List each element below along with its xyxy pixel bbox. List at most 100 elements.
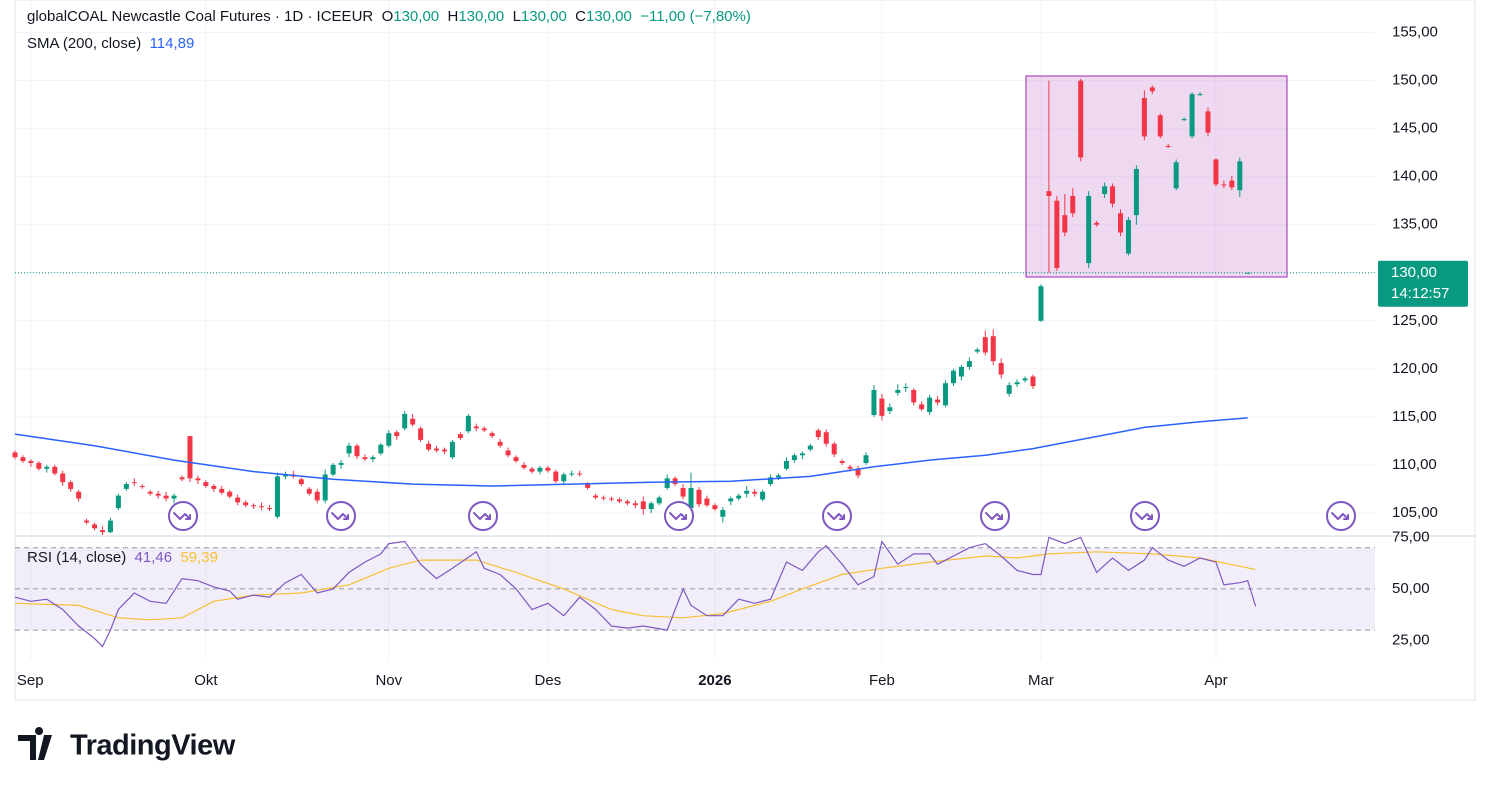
- rsi-ma-line: [14, 551, 1256, 621]
- candle-body: [1181, 119, 1187, 121]
- candle-body: [52, 466, 58, 474]
- candle-body: [1141, 97, 1147, 137]
- candle-body: [927, 397, 933, 413]
- candle-body: [561, 474, 567, 482]
- candle-body: [370, 457, 376, 460]
- candle-body: [505, 450, 511, 456]
- logo: TradingView: [18, 727, 236, 762]
- candle-body: [251, 505, 257, 507]
- y-tick-label: 155,00: [1392, 24, 1438, 41]
- event-icon[interactable]: [664, 501, 694, 531]
- rsi-ma-value: 59,39: [180, 549, 218, 566]
- candle-body: [155, 493, 161, 496]
- candle-body: [990, 336, 996, 362]
- candle-body: [123, 484, 129, 489]
- candle-body: [1070, 195, 1076, 214]
- candle-body: [601, 497, 607, 499]
- candle-body: [887, 407, 893, 412]
- y-tick-label: 105,00: [1392, 504, 1438, 521]
- candle-body: [1189, 94, 1195, 137]
- candle-body: [871, 389, 877, 415]
- x-tick-label: Nov: [375, 672, 402, 689]
- candle-body: [783, 461, 789, 469]
- candle-body: [426, 443, 432, 450]
- candle-body: [1237, 161, 1243, 191]
- candle-body: [473, 426, 479, 429]
- candle-body: [394, 432, 400, 437]
- event-icon[interactable]: [980, 501, 1010, 531]
- candle-body: [1046, 191, 1052, 196]
- sma-value: 114,89: [149, 35, 195, 52]
- candle-body: [44, 466, 50, 469]
- quote-value: 130,00: [585, 8, 632, 25]
- candle-body: [203, 482, 209, 487]
- rsi-tick-label: 50,00: [1392, 580, 1430, 597]
- candle-body: [752, 491, 758, 494]
- y-tick-label: 115,00: [1392, 408, 1437, 425]
- candle-body: [632, 503, 638, 506]
- candle-body: [449, 441, 455, 458]
- candle-body: [1014, 382, 1020, 385]
- candle-body: [84, 520, 90, 523]
- candle-body: [1094, 222, 1100, 225]
- last-price-label: 130,00: [1391, 264, 1437, 281]
- candle-body: [410, 418, 416, 425]
- candle-body: [99, 530, 105, 533]
- rsi-tick-label: 25,00: [1392, 631, 1430, 648]
- change: −11,00: [640, 8, 686, 25]
- event-icon[interactable]: [822, 501, 852, 531]
- candle-body: [235, 497, 241, 503]
- x-tick-label: Okt: [194, 672, 218, 689]
- event-icon[interactable]: [1326, 501, 1356, 531]
- candle-body: [958, 366, 964, 377]
- candle-body: [187, 436, 193, 479]
- candle-body: [911, 389, 917, 403]
- candle-body: [28, 461, 34, 463]
- candle-body: [1205, 111, 1211, 133]
- candle-body: [171, 495, 177, 499]
- title: globalCOAL Newcastle Coal Futures · 1D ·…: [27, 8, 374, 25]
- candle-body: [1197, 94, 1203, 96]
- quote-value: 130,00: [520, 8, 567, 25]
- candle-body: [107, 520, 113, 533]
- candle-body: [274, 476, 280, 517]
- y-tick-label: 125,00: [1392, 312, 1438, 329]
- candle-body: [704, 498, 710, 506]
- candle-body: [330, 464, 336, 475]
- candle-body: [92, 524, 98, 529]
- candle-body: [1030, 376, 1036, 387]
- event-icon[interactable]: [1130, 501, 1160, 531]
- x-tick-label: Apr: [1204, 672, 1227, 689]
- candle-body: [521, 464, 527, 468]
- x-tick-label: Sep: [17, 672, 44, 689]
- quote-value: 130,00: [458, 8, 505, 25]
- candle-body: [386, 433, 392, 446]
- event-icon[interactable]: [326, 501, 356, 531]
- candle-body: [465, 415, 471, 432]
- candle-body: [903, 387, 909, 389]
- rsi-name: RSI (14, close): [27, 549, 127, 566]
- candle-body: [728, 498, 734, 502]
- candle-body: [457, 434, 463, 438]
- candle-body: [147, 491, 153, 494]
- candle-body: [243, 502, 249, 506]
- candle-body: [60, 473, 66, 483]
- candle-body: [553, 471, 559, 482]
- event-icon[interactable]: [168, 501, 198, 531]
- quote-name: C: [575, 8, 586, 25]
- candle-body: [267, 508, 273, 510]
- candle-body: [179, 477, 185, 480]
- y-tick-label: 110,00: [1392, 456, 1437, 473]
- candle-body: [863, 455, 869, 463]
- candle-body: [1062, 215, 1068, 233]
- candle-body: [434, 448, 440, 451]
- candle-body: [998, 363, 1004, 375]
- candle-body: [529, 468, 535, 472]
- candle-body: [76, 491, 82, 499]
- candle-body: [306, 488, 312, 494]
- candle-body: [799, 453, 805, 456]
- candle-body: [569, 473, 575, 475]
- event-icon[interactable]: [468, 501, 498, 531]
